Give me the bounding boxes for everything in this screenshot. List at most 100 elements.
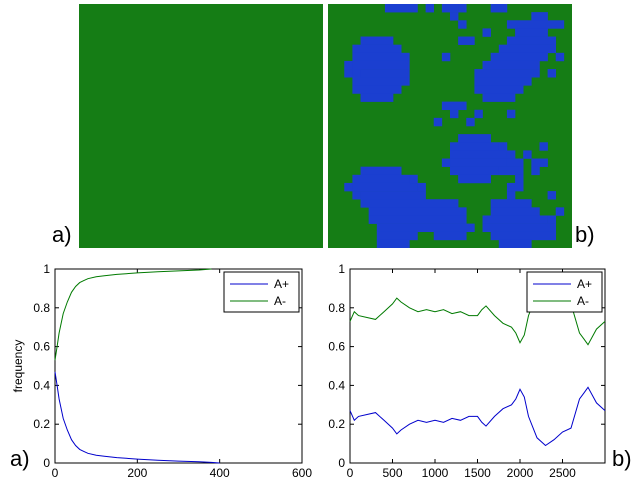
lattice-b-patch: [531, 158, 548, 167]
lattice-b-patch: [376, 231, 418, 241]
lattice-b-patch: [360, 166, 402, 176]
lattice-b-patch: [506, 191, 516, 200]
lattice-b-patch: [458, 20, 467, 29]
chart-a-ytick-label: 1: [43, 262, 50, 276]
lattice-b-patch: [433, 231, 467, 241]
lattice-b-patch: [498, 142, 508, 151]
lattice-b-patch: [360, 93, 394, 102]
lattice-b-patch: [547, 69, 557, 78]
lattice-b-patch: [441, 158, 451, 167]
lattice-b-patch: [498, 166, 524, 176]
chart-b-legend-label: A-: [577, 294, 589, 308]
lattice-b-patch: [531, 12, 548, 21]
chart-a-xtick-label: 0: [52, 466, 59, 480]
lattice-b-patch: [450, 166, 500, 176]
lattice-b-patch: [458, 36, 475, 45]
lattice-b-patch: [450, 142, 500, 151]
lattice-b-patch: [441, 52, 451, 62]
lattice-b-patch: [474, 109, 483, 119]
lattice-b-patch: [368, 215, 467, 224]
lattice-b-patch: [539, 142, 548, 151]
lattice-b-patch: [498, 239, 532, 249]
lattice-panel-b: [328, 4, 572, 249]
lattice-b-patch: [352, 52, 410, 62]
lattice-panel-a: [79, 4, 323, 248]
chart-b-xtick-label: 2500: [549, 466, 576, 480]
lattice-b-patch: [490, 207, 540, 216]
chart-a: 0 200 400 600 0 0.2 0.4 0.6 0.8 1 frequency A+ A-: [11, 262, 312, 480]
lattice-b-patch: [360, 36, 394, 45]
chart-b-xtick-label: 1500: [464, 466, 491, 480]
chart-b-ytick-label: 0.4: [328, 378, 345, 392]
lattice-b-patch: [450, 150, 508, 159]
lattice-b-patch: [450, 109, 459, 119]
lattice-b-patch: [506, 150, 516, 159]
chart-a-letter: a): [10, 446, 30, 471]
chart-b-xtick-label: 1000: [422, 466, 449, 480]
chart-b-legend-box: [526, 271, 603, 313]
lattice-b-patch: [490, 52, 548, 62]
lattice-b-patch: [506, 20, 565, 29]
lattice-b-patch: [490, 231, 557, 241]
lattice-b-patch: [352, 85, 402, 94]
lattice-a-svg: [79, 4, 323, 248]
lattice-b-patch: [547, 191, 557, 200]
chart-b-ytick-label: 0: [338, 456, 345, 470]
lattice-b-patch: [360, 199, 459, 208]
lattice-b-patch: [352, 77, 410, 86]
lattice-b-patch: [352, 182, 418, 192]
chart-b-ytick-label: 1: [338, 262, 345, 276]
lattice-b-patch: [482, 28, 491, 37]
lattice-b-patch: [352, 174, 410, 184]
lattice-b-patch: [474, 69, 540, 78]
chart-a-ytick-label: 0.4: [33, 378, 50, 392]
chart-a-ylabel: frequency: [11, 340, 25, 393]
lattice-b-patch: [458, 134, 491, 143]
lattice-b-patch: [555, 52, 565, 62]
lattice-b-patch: [352, 191, 361, 200]
lattice-b-patch: [498, 44, 557, 54]
chart-b-xtick-label: 0: [347, 466, 354, 480]
chart-b-xtick-label: 500: [382, 466, 402, 480]
chart-a-ytick-label: 0.6: [33, 340, 50, 354]
lattice-b-patch: [523, 150, 532, 159]
chart-a-xtick-label: 200: [127, 466, 147, 480]
chart-a-ytick-label: 0.2: [33, 417, 50, 431]
chart-b-ytick-label: 0.6: [328, 340, 345, 354]
lattice-b-patch: [344, 60, 353, 70]
lattice-b-patch: [547, 215, 557, 224]
lattice-b-patch: [474, 77, 532, 86]
lattice-b-patch: [433, 117, 443, 127]
lattice-b-patch: [490, 4, 508, 13]
chart-b-legend-label: A+: [577, 277, 592, 291]
lattice-b-patch: [458, 4, 467, 13]
chart-a-legend-label: A+: [274, 277, 289, 291]
chart-b: 0 500 1000 1500 2000 2500 0 0.2 0.4 0.6 0.8 1 A+ A-: [328, 262, 606, 480]
lattice-b-patch: [506, 182, 524, 192]
lattice-b-patch: [376, 239, 410, 249]
lattice-b-patch: [482, 223, 557, 233]
chart-a-xtick-label: 400: [210, 466, 230, 480]
lattice-b-patch: [482, 215, 548, 224]
chart-a-series-a-minus-line: [54, 268, 212, 361]
lattice-b-patch: [506, 36, 557, 45]
lattice-b-patch: [482, 60, 540, 70]
lattice-b-patch: [352, 44, 402, 54]
lattice-b-patch: [458, 174, 491, 184]
chart-a-legend-box: [223, 271, 300, 313]
lattice-b-patch: [515, 174, 524, 184]
chart-a-ytick-label: 0: [43, 456, 50, 470]
lattice-b-patch: [482, 93, 516, 102]
lattice-b-patch: [506, 109, 516, 119]
lattice-b-patch: [441, 4, 459, 13]
lattice-b-patch: [368, 207, 467, 216]
lattice-b-patch: [417, 182, 426, 192]
chart-a-xtick-label: 600: [292, 466, 312, 480]
lattice-b-patch: [555, 207, 565, 216]
lattice-b-patch: [344, 182, 353, 192]
lattice-b-patch: [466, 117, 475, 127]
lattice-b-patch: [506, 158, 524, 167]
lattice-b-patch: [531, 166, 540, 176]
chart-a-legend-label: A-: [274, 294, 286, 308]
